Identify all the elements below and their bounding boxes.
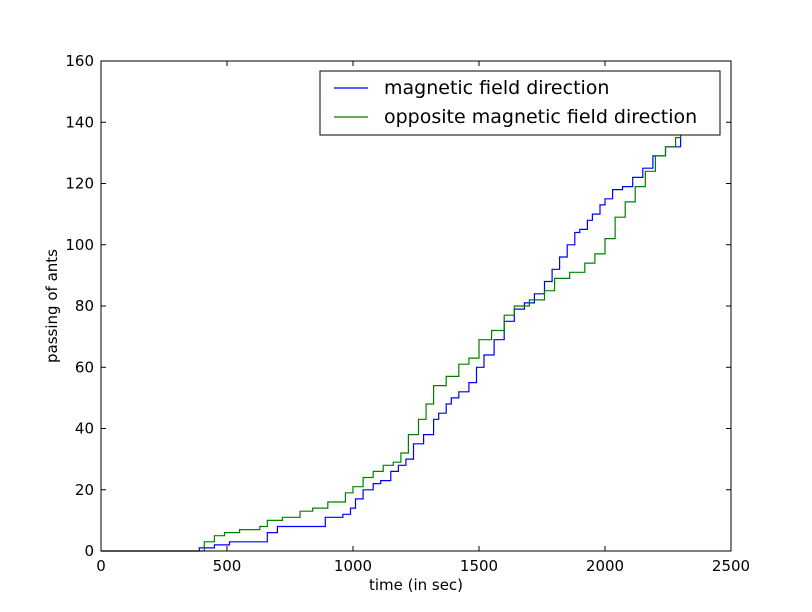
y-tick-label: 40 (75, 420, 94, 438)
legend: magnetic field direction opposite magnet… (319, 70, 721, 136)
x-tick-label: 2000 (586, 557, 624, 575)
y-tick-label: 20 (75, 481, 94, 499)
plot-area (101, 61, 731, 551)
y-tick-label: 120 (65, 175, 94, 193)
y-tick-label: 160 (65, 52, 94, 70)
series-line-magnetic-field-direction (101, 133, 686, 552)
y-tick-label: 0 (84, 542, 94, 560)
y-tick-label: 60 (75, 358, 94, 376)
series-line-opposite-magnetic-field-direction (101, 127, 686, 552)
x-tick-label: 2500 (712, 557, 750, 575)
x-axis-label: time (in sec) (369, 576, 463, 594)
legend-box (319, 70, 721, 136)
y-tick-label: 100 (65, 236, 94, 254)
legend-label-magnetic-field-direction: magnetic field direction (384, 77, 609, 99)
y-axis-label: passing of ants (43, 249, 61, 363)
legend-label-opposite-magnetic-field-direction: opposite magnetic field direction (384, 106, 697, 128)
y-tick-label: 80 (75, 297, 94, 315)
x-tick-label: 1500 (460, 557, 498, 575)
series-layer (101, 127, 686, 552)
y-tick-label: 140 (65, 113, 94, 131)
tick-layer: 0 500 1000 1500 2000 2500 0 20 40 60 80 100 120 140 16… (65, 52, 750, 575)
x-tick-label: 0 (96, 557, 106, 575)
x-tick-label: 1000 (334, 557, 372, 575)
x-tick-label: 500 (213, 557, 242, 575)
